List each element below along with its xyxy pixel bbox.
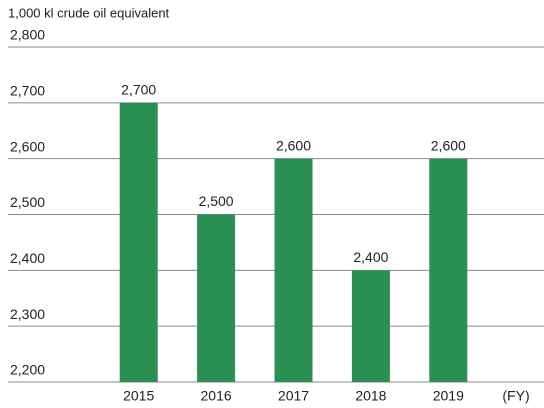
x-tick-label: 2018 [355,388,386,404]
bar [429,158,468,382]
value-label: 2,400 [353,249,388,265]
bar [274,158,313,382]
x-axis-label: (FY) [502,388,529,404]
value-label: 2,500 [199,193,234,209]
y-tick-label: 2,700 [10,83,45,99]
y-tick-label: 2,400 [10,250,45,266]
y-tick-label: 2,200 [10,362,45,378]
y-tick-label: 2,500 [10,194,45,210]
bar [119,102,158,382]
value-label: 2,600 [276,137,311,153]
y-axis-label: 1,000 kl crude oil equivalent [8,5,170,20]
bar [197,214,236,382]
y-tick-label: 2,300 [10,306,45,322]
value-label: 2,700 [121,82,156,98]
y-tick-label: 2,600 [10,138,45,154]
x-tick-label: 2015 [123,388,154,404]
x-tick-label: 2019 [433,388,464,404]
value-label: 2,600 [431,137,466,153]
y-tick-label: 2,800 [10,27,45,43]
bar [351,270,390,382]
x-tick-label: 2016 [201,388,232,404]
x-tick-label: 2017 [278,388,309,404]
